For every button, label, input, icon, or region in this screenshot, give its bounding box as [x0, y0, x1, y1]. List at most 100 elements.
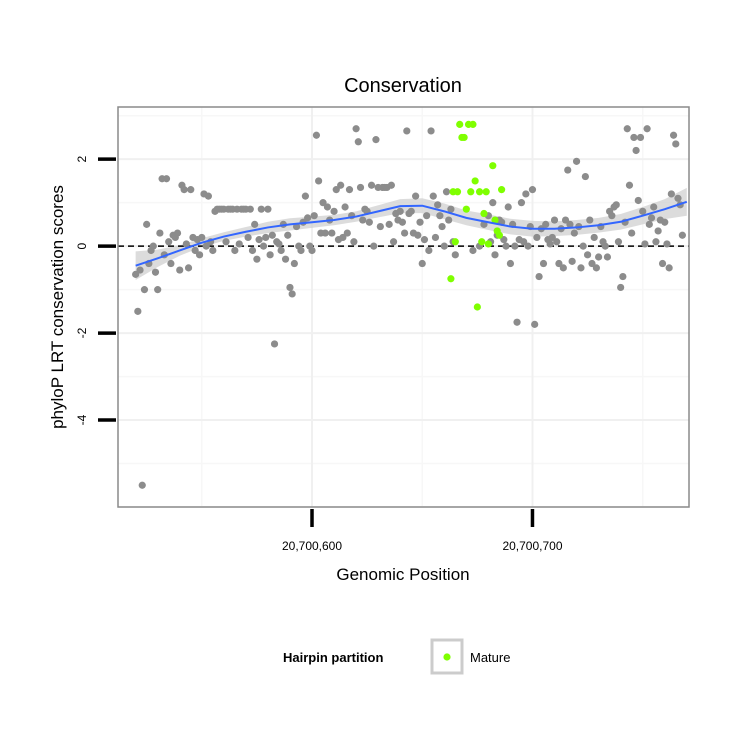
data-point	[180, 186, 188, 194]
data-point	[661, 218, 669, 226]
legend-key-mature-dot	[443, 653, 451, 661]
data-point	[414, 231, 422, 239]
mature-point	[489, 162, 497, 170]
data-point	[151, 268, 160, 276]
data-point	[628, 229, 636, 237]
data-point	[323, 203, 332, 211]
data-point	[365, 218, 373, 226]
data-point	[663, 240, 671, 248]
data-point	[548, 233, 556, 242]
data-point	[667, 190, 675, 198]
data-point	[524, 242, 532, 250]
data-point	[149, 242, 157, 250]
data-point	[619, 272, 627, 281]
data-point	[248, 246, 257, 255]
data-point	[665, 264, 673, 272]
data-point	[489, 199, 497, 207]
data-point	[625, 181, 634, 189]
data-point	[301, 192, 309, 200]
data-point	[555, 259, 563, 268]
mature-point	[484, 240, 492, 248]
data-point	[385, 220, 393, 228]
data-point	[343, 229, 351, 237]
data-point	[176, 266, 184, 274]
mature-point	[467, 188, 475, 196]
data-point	[352, 125, 360, 133]
data-point	[550, 216, 559, 224]
data-point	[173, 229, 182, 237]
data-point	[345, 186, 354, 194]
data-point	[568, 257, 576, 265]
data-point	[290, 259, 298, 268]
data-point	[586, 216, 594, 224]
mature-point	[498, 186, 506, 194]
data-point	[354, 138, 362, 146]
mature-point	[462, 205, 470, 213]
data-point	[504, 203, 512, 211]
data-point	[583, 251, 592, 259]
data-point	[522, 190, 530, 198]
data-point	[546, 240, 554, 248]
data-point	[672, 140, 680, 148]
points-mature	[447, 120, 506, 311]
data-point	[328, 229, 336, 237]
data-point	[420, 236, 429, 244]
data-point	[431, 233, 440, 242]
data-point	[632, 146, 640, 155]
data-point	[500, 236, 508, 244]
data-point	[559, 264, 567, 272]
data-point	[138, 481, 146, 489]
data-point	[281, 255, 290, 263]
data-point	[652, 238, 660, 246]
data-point	[222, 238, 230, 246]
data-point	[650, 203, 658, 211]
data-point	[590, 233, 598, 242]
data-point	[204, 192, 212, 200]
data-point	[654, 227, 662, 235]
data-point	[630, 133, 638, 142]
data-point	[268, 231, 276, 239]
data-point	[303, 214, 312, 222]
data-point	[442, 188, 451, 196]
data-point	[321, 229, 329, 237]
y-tick-label: 0	[75, 242, 89, 249]
data-point	[564, 166, 572, 174]
data-point	[533, 233, 541, 242]
data-point	[350, 238, 358, 246]
data-point	[438, 222, 446, 231]
data-point	[209, 246, 217, 255]
data-point	[257, 205, 265, 213]
data-point	[535, 272, 543, 281]
data-point	[511, 242, 519, 250]
mature-point	[460, 133, 468, 142]
plot-panel	[117, 106, 690, 508]
smooth-trend-line	[135, 200, 688, 267]
data-point	[275, 240, 283, 248]
data-point	[401, 229, 409, 237]
data-point	[140, 286, 149, 294]
data-point	[469, 246, 477, 255]
data-point	[612, 201, 620, 209]
data-point	[284, 231, 292, 239]
x-axis-title: Genomic Position	[336, 565, 469, 584]
y-tick-label: 2	[75, 156, 89, 163]
data-point	[566, 220, 574, 228]
mature-point	[491, 216, 499, 224]
data-point	[255, 236, 263, 244]
data-point	[202, 242, 210, 250]
mature-point	[478, 238, 486, 246]
data-point	[167, 259, 175, 268]
points-other	[132, 125, 686, 489]
chart-title: Conservation	[344, 75, 462, 97]
data-point	[308, 246, 316, 255]
data-point	[270, 340, 279, 348]
data-point	[434, 201, 442, 209]
data-point	[520, 238, 528, 246]
data-point	[491, 251, 499, 259]
data-point	[319, 199, 327, 207]
data-point	[674, 194, 682, 202]
data-point	[235, 240, 243, 248]
y-tick-label: -4	[75, 414, 89, 425]
mature-point	[480, 209, 488, 218]
